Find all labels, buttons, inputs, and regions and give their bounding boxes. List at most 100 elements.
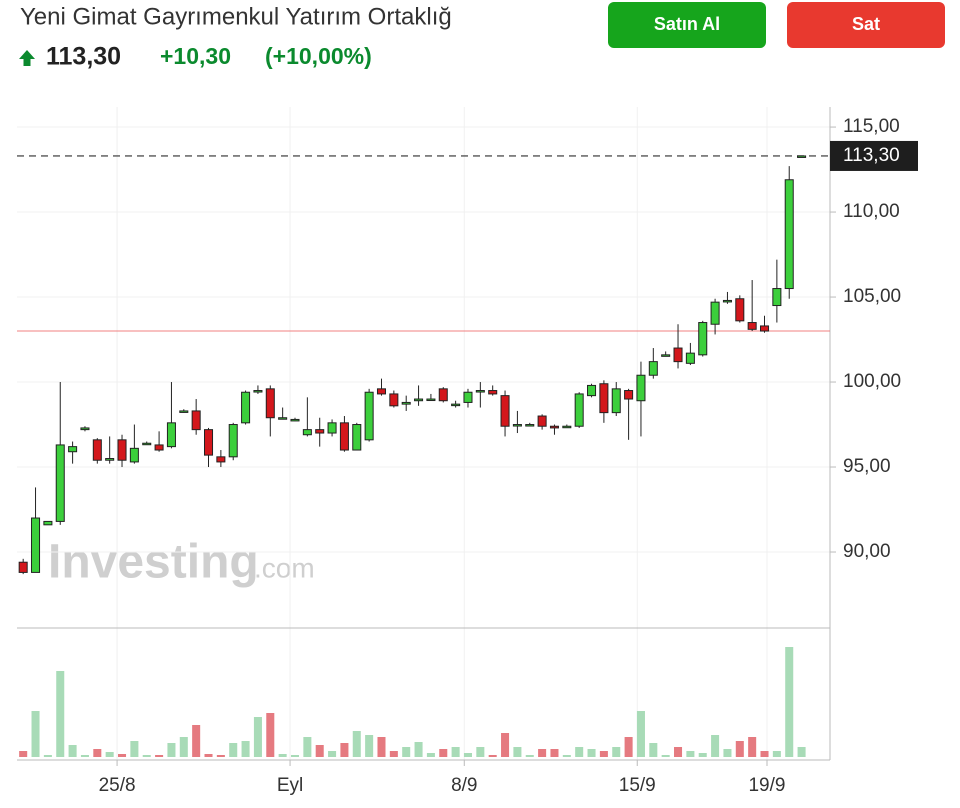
volume-bar xyxy=(204,754,213,757)
instrument-title: Yeni Gimat Gayrımenkul Yatırım Ortaklığ xyxy=(20,3,452,30)
x-tick-label: 8/9 xyxy=(451,775,477,796)
volume-bar xyxy=(167,743,176,757)
volume-bar xyxy=(216,755,225,757)
x-tick-label: 25/8 xyxy=(99,775,136,796)
candle-body xyxy=(549,425,559,429)
volume-bar xyxy=(93,749,102,757)
volume-bar xyxy=(513,747,522,757)
volume-bar xyxy=(118,754,127,757)
y-tick-label: 115,00 xyxy=(843,116,900,137)
buy-button-bg[interactable] xyxy=(608,2,766,48)
volume-bar xyxy=(19,751,28,757)
candle-body xyxy=(636,374,646,402)
volume-bar xyxy=(241,741,250,757)
volume-bar xyxy=(365,735,374,757)
candle-body xyxy=(414,398,424,402)
candle-body xyxy=(327,422,337,434)
volume-bar xyxy=(698,753,707,757)
candle-body xyxy=(228,424,238,458)
volume-bar xyxy=(130,741,139,757)
candle-body xyxy=(438,388,448,402)
volume-bar xyxy=(290,755,300,757)
candle-body xyxy=(352,424,362,451)
candle-body xyxy=(735,298,745,322)
candle-body xyxy=(166,422,176,448)
volume-bar xyxy=(179,737,188,757)
price: 113,30 xyxy=(46,43,121,71)
candle-body xyxy=(475,390,485,393)
volume-bar xyxy=(649,743,658,757)
candle-body xyxy=(587,384,597,397)
sell-button-label[interactable]: Sat xyxy=(852,14,880,34)
y-tick-label: 95,00 xyxy=(843,456,891,477)
y-tick-label: 100,00 xyxy=(843,371,901,392)
volume-bar xyxy=(550,749,559,757)
watermark: Investing xyxy=(48,536,259,589)
volume-bar xyxy=(748,737,757,757)
candle-body xyxy=(105,458,115,461)
sell-button[interactable]: Sat xyxy=(787,2,945,48)
volume-bar xyxy=(562,755,571,757)
sell-button-bg[interactable] xyxy=(787,2,945,48)
candle-body xyxy=(55,444,65,522)
candle-body xyxy=(673,347,683,363)
candle-body xyxy=(562,425,572,429)
candle-body xyxy=(302,429,312,436)
candle-body xyxy=(68,446,78,453)
volume-bar xyxy=(439,749,448,757)
volume-bar xyxy=(735,741,744,757)
volume-bar xyxy=(352,731,361,757)
volume-bar xyxy=(31,711,40,757)
candle-body xyxy=(129,447,139,463)
candle-body xyxy=(203,429,214,456)
buy-button-label[interactable]: Satın Al xyxy=(654,14,720,34)
volume-bar xyxy=(303,737,312,757)
volume-bar xyxy=(785,647,794,757)
candle-body xyxy=(797,155,807,158)
volume-bar xyxy=(340,743,349,757)
volume-bar xyxy=(278,754,287,757)
x-tick-label: 19/9 xyxy=(748,775,785,796)
volume-bar xyxy=(476,747,485,757)
candle-body xyxy=(43,520,53,526)
price-change-percent: (+10,00%) xyxy=(265,43,372,69)
candle-body xyxy=(747,322,757,330)
candle-body xyxy=(179,410,189,413)
candle-body xyxy=(389,393,399,407)
candle-body xyxy=(216,456,226,463)
candle-body xyxy=(772,288,782,307)
candle-body xyxy=(31,517,41,573)
candle-body xyxy=(525,424,535,427)
volume-bar xyxy=(488,755,497,757)
candle-body xyxy=(80,427,90,431)
candle-body xyxy=(722,299,732,303)
candle-body xyxy=(92,439,102,461)
candle-body xyxy=(661,354,671,357)
candle-body xyxy=(451,403,461,407)
volume-bar xyxy=(253,717,262,757)
volume-bar xyxy=(636,711,645,757)
volume-bar xyxy=(315,745,324,757)
volume-bar xyxy=(624,737,633,757)
candle-body xyxy=(253,390,263,393)
candle-body xyxy=(537,415,547,427)
volume-bar xyxy=(674,747,683,757)
volume-bar xyxy=(414,742,423,757)
volume-bar xyxy=(43,755,52,757)
volume-bar xyxy=(797,747,806,757)
buy-button[interactable]: Satın Al xyxy=(608,2,766,48)
candle-body xyxy=(426,398,436,402)
candle-body xyxy=(154,444,164,451)
volume-bar xyxy=(389,751,398,757)
volume-bar xyxy=(587,749,596,757)
volume-bar xyxy=(723,749,732,757)
candle-body xyxy=(710,301,720,325)
volume-bar xyxy=(328,751,337,757)
volume-bar xyxy=(426,753,435,757)
volume-bar xyxy=(501,733,510,757)
candle-body xyxy=(648,361,658,376)
volume-bar xyxy=(229,743,238,757)
volume-bar xyxy=(105,752,114,757)
volume-bar xyxy=(56,671,65,757)
